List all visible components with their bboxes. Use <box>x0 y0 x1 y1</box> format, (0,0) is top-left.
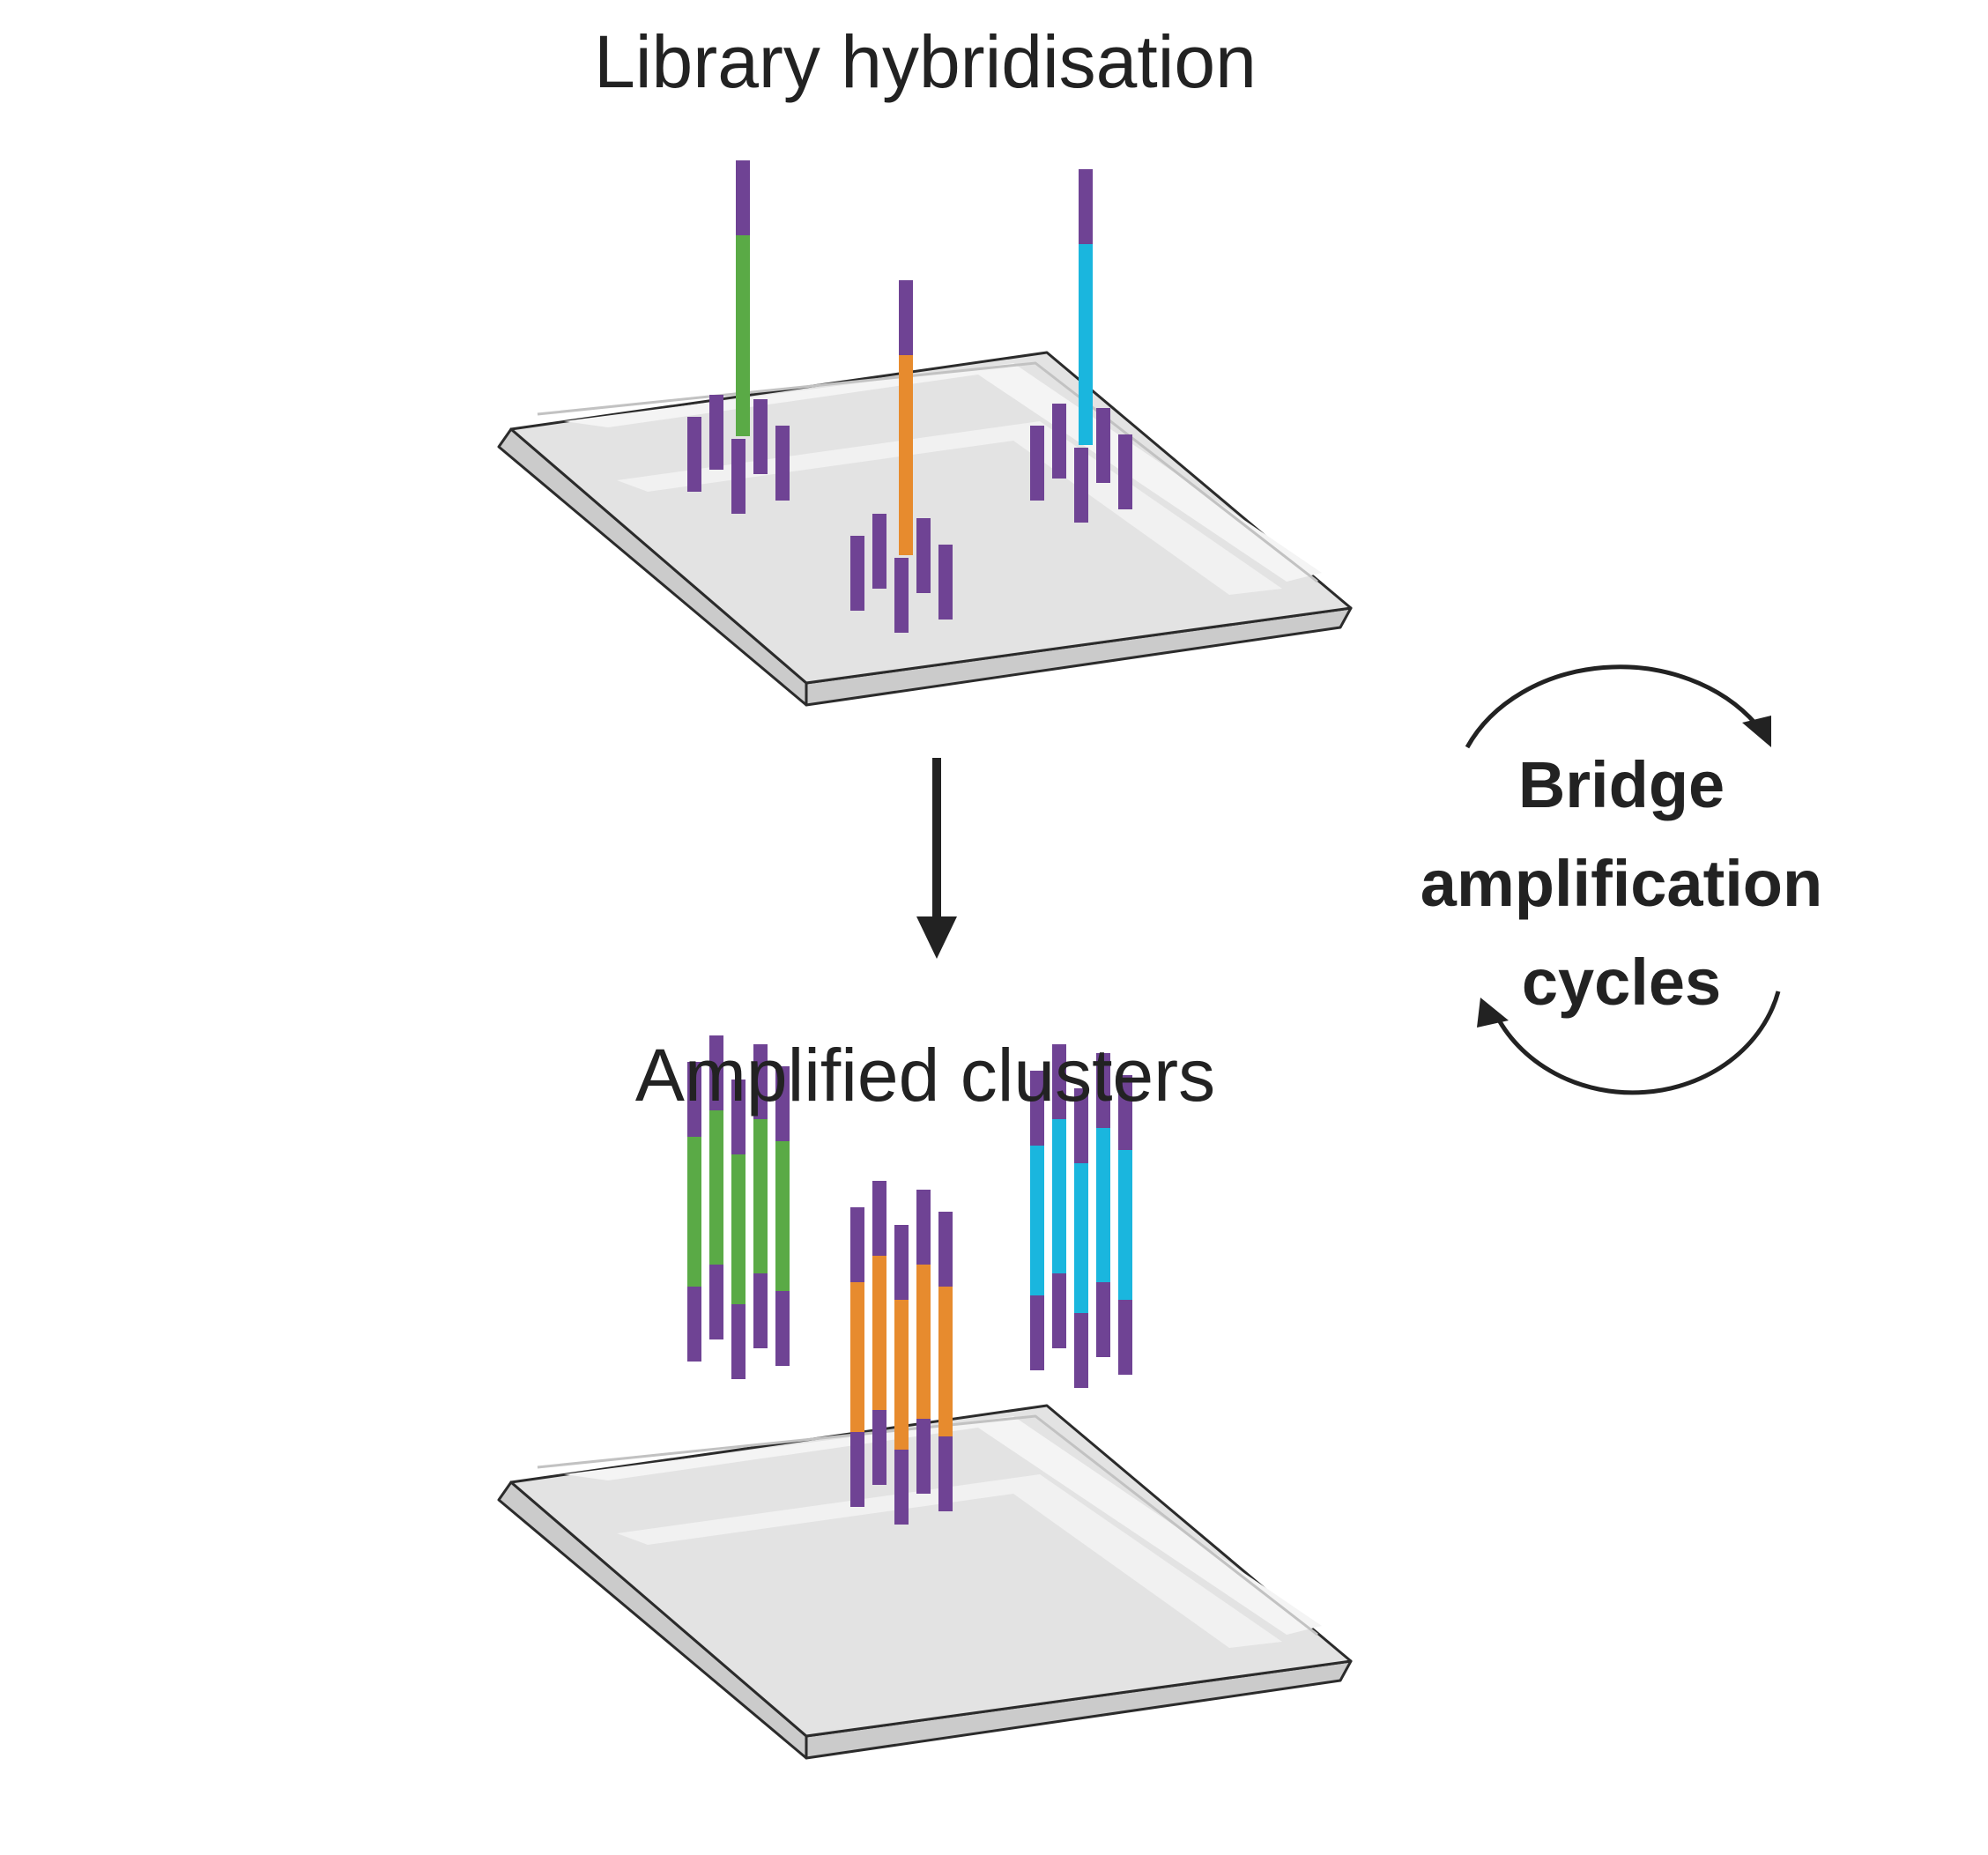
cycle-label-line-2: amplification <box>1420 847 1823 920</box>
cyan-cluster-strand-2-adapter-bottom <box>1074 1313 1088 1388</box>
green-top-primer-1 <box>709 395 723 470</box>
green-cluster-strand-4-body <box>775 1141 790 1291</box>
orange-cluster-strand-2-body <box>894 1300 909 1450</box>
cycle-arrow-bottom-icon <box>1477 991 1781 1095</box>
cyan-cluster-strand-1-adapter-bottom <box>1052 1273 1066 1348</box>
orange-top-primer-0 <box>850 536 864 611</box>
orange-top-primer-2 <box>894 558 909 633</box>
cyan-cluster-strand-0-body <box>1030 1146 1044 1295</box>
cycle-label-line-1: Bridge <box>1517 748 1725 821</box>
orange-cluster-strand-0-body <box>850 1282 864 1432</box>
green-cluster-strand-3-adapter-top <box>753 1044 768 1119</box>
orange-top-primer-1 <box>872 514 886 589</box>
green-cluster-strand-2-adapter-top <box>731 1080 746 1154</box>
green-top-primer-2 <box>731 439 746 514</box>
down-arrow-icon <box>916 758 957 959</box>
cyan-library-strand-body <box>1079 244 1093 445</box>
green-cluster-strand-2-adapter-bottom <box>731 1304 746 1379</box>
green-cluster-strand-4-adapter-bottom <box>775 1291 790 1366</box>
cyan-top-primer-2 <box>1074 448 1088 523</box>
cycle-arrow-top-icon <box>1465 664 1771 749</box>
bottom-title: Amplified clusters <box>634 1034 1216 1117</box>
cyan-cluster-strand-1-body <box>1052 1119 1066 1273</box>
cyan-top-primer-1 <box>1052 404 1066 479</box>
cyan-cluster-strand-4-body <box>1118 1150 1132 1300</box>
top-title: Library hybridisation <box>594 20 1257 103</box>
green-cluster-strand-0-body <box>687 1137 701 1287</box>
bottom-slide <box>497 1404 1353 1760</box>
cyan-cluster-strand-3-body <box>1096 1128 1110 1282</box>
slide-top-face <box>509 1404 1353 1738</box>
orange-cluster-strand-0-adapter-bottom <box>850 1432 864 1507</box>
orange-cluster-strand-3-adapter-top <box>916 1190 931 1265</box>
orange-cluster-strand-1-adapter-top <box>872 1181 886 1256</box>
cyan-top-primer-3 <box>1096 408 1110 483</box>
orange-library-strand-adapter-top <box>899 280 913 355</box>
cyan-cluster-strand-2-adapter-top <box>1074 1088 1088 1163</box>
orange-cluster-strand-3-adapter-bottom <box>916 1419 931 1494</box>
green-cluster-strand-1-adapter-bottom <box>709 1265 723 1339</box>
green-library-strand-body <box>736 235 750 436</box>
cyan-cluster-strand-4-adapter-top <box>1118 1075 1132 1150</box>
orange-cluster-strand-4-adapter-top <box>938 1212 953 1287</box>
cyan-cluster-strand-2-body <box>1074 1163 1088 1313</box>
cyan-cluster-strand-3-adapter-top <box>1096 1053 1110 1128</box>
slide-highlight <box>564 1416 1322 1635</box>
bottom-strands <box>687 1035 1132 1525</box>
orange-cluster-strand-2-adapter-bottom <box>894 1450 909 1525</box>
green-cluster-strand-4-adapter-top <box>775 1066 790 1141</box>
green-cluster-strand-3-body <box>753 1119 768 1273</box>
orange-top-primer-4 <box>938 545 953 620</box>
top-strands <box>687 160 1132 633</box>
green-top-primer-4 <box>775 426 790 501</box>
orange-top-primer-3 <box>916 518 931 593</box>
cycle-label-line-3: cycles <box>1521 946 1722 1019</box>
green-cluster-strand-2-body <box>731 1154 746 1304</box>
cyan-cluster-strand-3-adapter-bottom <box>1096 1282 1110 1357</box>
cycle-label: Bridge amplification cycles <box>1357 736 1886 1032</box>
green-cluster-strand-0-adapter-top <box>687 1062 701 1137</box>
green-cluster-strand-1-adapter-top <box>709 1035 723 1110</box>
orange-cluster-strand-1-body <box>872 1256 886 1410</box>
cyan-cluster-strand-1-adapter-top <box>1052 1044 1066 1119</box>
slide-highlight <box>564 363 1322 582</box>
green-cluster-strand-3-adapter-bottom <box>753 1273 768 1348</box>
cyan-top-primer-4 <box>1118 434 1132 509</box>
green-library-strand-adapter-top <box>736 160 750 235</box>
orange-cluster-strand-2-adapter-top <box>894 1225 909 1300</box>
orange-cluster-strand-3-body <box>916 1265 931 1419</box>
orange-cluster-strand-1-adapter-bottom <box>872 1410 886 1485</box>
cyan-cluster-strand-4-adapter-bottom <box>1118 1300 1132 1375</box>
orange-cluster-strand-4-adapter-bottom <box>938 1436 953 1511</box>
cyan-cluster-strand-0-adapter-bottom <box>1030 1295 1044 1370</box>
cyan-cluster-strand-0-adapter-top <box>1030 1071 1044 1146</box>
orange-library-strand-body <box>899 355 913 555</box>
slide-highlight-2 <box>617 1474 1282 1648</box>
orange-cluster-strand-0-adapter-top <box>850 1207 864 1282</box>
green-top-primer-3 <box>753 399 768 474</box>
cyan-library-strand-adapter-top <box>1079 169 1093 244</box>
orange-cluster-strand-4-body <box>938 1287 953 1436</box>
green-top-primer-0 <box>687 417 701 492</box>
green-cluster-strand-0-adapter-bottom <box>687 1287 701 1362</box>
green-cluster-strand-1-body <box>709 1110 723 1265</box>
slide-inner-edge <box>537 361 1318 583</box>
slide-inner-edge <box>537 1414 1318 1636</box>
cyan-top-primer-0 <box>1030 426 1044 501</box>
